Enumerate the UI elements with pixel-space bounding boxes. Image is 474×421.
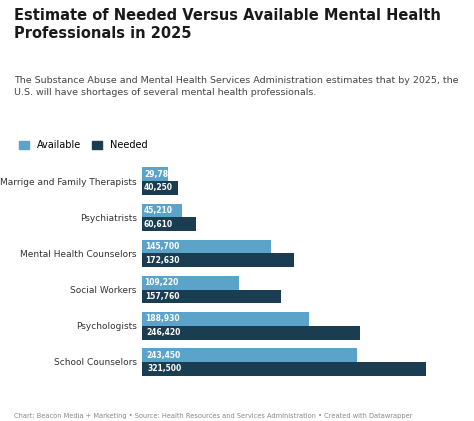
Text: 45,210: 45,210 (144, 206, 173, 215)
Text: The Substance Abuse and Mental Health Services Administration estimates that by : The Substance Abuse and Mental Health Se… (14, 76, 459, 96)
Text: 60,610: 60,610 (144, 220, 173, 229)
Text: Estimate of Needed Versus Available Mental Health
Professionals in 2025: Estimate of Needed Versus Available Ment… (14, 8, 441, 41)
Bar (142, 253, 294, 267)
Text: 145,700: 145,700 (145, 242, 179, 251)
Text: 188,930: 188,930 (146, 314, 180, 323)
Bar (142, 276, 238, 290)
Bar (142, 181, 178, 195)
Text: 321,500: 321,500 (148, 364, 182, 373)
Bar (142, 217, 196, 231)
Bar (142, 362, 426, 376)
Text: 40,250: 40,250 (144, 184, 173, 192)
Bar (142, 290, 282, 304)
Legend: Available, Needed: Available, Needed (19, 140, 147, 150)
Text: 246,420: 246,420 (146, 328, 181, 337)
Bar (142, 312, 309, 326)
Bar (142, 203, 182, 217)
Bar (142, 240, 271, 253)
Text: 172,630: 172,630 (145, 256, 180, 265)
Text: Chart: Beacon Media + Marketing • Source: Health Resources and Services Administ: Chart: Beacon Media + Marketing • Source… (14, 413, 413, 419)
Bar (142, 168, 168, 181)
Text: 157,760: 157,760 (145, 292, 180, 301)
Text: 29,780: 29,780 (144, 170, 173, 179)
Bar (142, 326, 360, 340)
Text: 109,220: 109,220 (144, 278, 179, 287)
Text: 243,450: 243,450 (146, 351, 181, 360)
Bar (142, 348, 357, 362)
